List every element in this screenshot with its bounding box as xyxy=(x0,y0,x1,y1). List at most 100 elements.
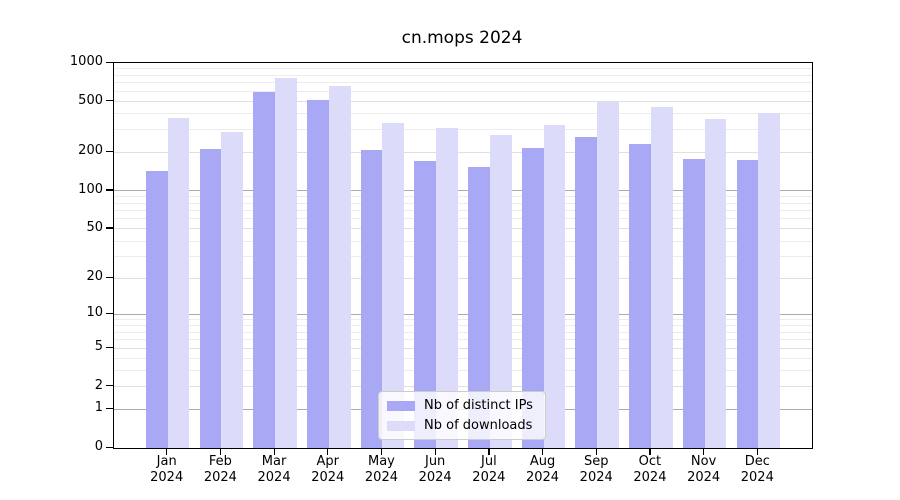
bar-downloads-aug xyxy=(543,124,566,448)
bar-downloads-dec xyxy=(758,113,781,448)
gridline-900 xyxy=(114,68,812,70)
gridline-500 xyxy=(114,101,812,103)
x-tick-label-jul: Jul 2024 xyxy=(472,454,506,485)
gridline-80 xyxy=(114,202,812,204)
bar-downloads-feb xyxy=(221,131,244,448)
x-tick-jun xyxy=(434,448,436,455)
y-tick-5 xyxy=(106,346,113,348)
gridline-400 xyxy=(114,113,812,115)
legend-swatch-distinct-ips xyxy=(387,400,415,411)
x-tick-label-may: May 2024 xyxy=(364,454,398,485)
x-tick-label-mar: Mar 2024 xyxy=(257,454,291,485)
y-tick-label-100: 100 xyxy=(78,181,103,197)
bar-ips-aug xyxy=(521,147,544,448)
y-tick-label-200: 200 xyxy=(78,143,103,159)
x-tick-dec xyxy=(756,448,758,455)
x-tick-label-dec: Dec 2024 xyxy=(740,454,774,485)
x-tick-mar xyxy=(273,448,275,455)
y-tick-label-1: 1 xyxy=(94,400,103,416)
gridline-40 xyxy=(114,240,812,242)
legend-label-downloads: Nb of downloads xyxy=(424,418,533,433)
y-axis: 1000 500 200 100 50 20 10 5 2 1 0 xyxy=(0,54,113,454)
bar-ips-jun xyxy=(414,160,437,448)
y-tick-10 xyxy=(106,312,113,315)
bar-ips-may xyxy=(360,150,383,448)
gridline-30 xyxy=(114,256,812,258)
legend-entry-downloads: Nb of downloads xyxy=(387,418,537,433)
gridline-600 xyxy=(114,90,812,92)
x-tick-label-sep: Sep 2024 xyxy=(579,454,613,485)
gridline-8 xyxy=(114,325,812,327)
bar-ips-jan xyxy=(145,171,168,448)
x-tick-may xyxy=(380,448,383,455)
gridline-4 xyxy=(114,357,812,359)
chart-title: cn.mops 2024 xyxy=(401,28,523,48)
x-tick-label-aug: Aug 2024 xyxy=(525,454,560,485)
x-axis: Jan 2024 Feb 2024 Mar 2024 Apr 2024 May 2024… xyxy=(113,448,811,500)
gridline-10 xyxy=(114,313,812,315)
bar-downloads-may xyxy=(382,122,405,448)
x-tick-sep xyxy=(595,448,597,455)
legend-swatch-downloads xyxy=(387,420,415,431)
gridline-50 xyxy=(114,228,812,230)
x-tick-label-nov: Nov 2024 xyxy=(687,454,721,485)
bar-downloads-jun xyxy=(436,127,458,448)
bar-downloads-jul xyxy=(489,134,512,448)
x-tick-apr xyxy=(327,448,329,455)
bar-ips-jul xyxy=(468,166,490,448)
y-tick-label-50: 50 xyxy=(86,219,103,235)
y-tick-label-0: 0 xyxy=(94,439,103,454)
x-tick-label-apr: Apr 2024 xyxy=(311,454,345,485)
x-tick-feb xyxy=(219,448,222,455)
gridline-800 xyxy=(114,74,812,76)
gridline-200 xyxy=(114,151,812,153)
x-tick-oct xyxy=(649,448,651,455)
y-tick-1000 xyxy=(106,61,113,63)
gridline-300 xyxy=(114,129,812,131)
y-tick-100 xyxy=(106,189,113,191)
y-tick-500 xyxy=(106,100,113,102)
legend: Nb of distinct IPs Nb of downloads xyxy=(378,391,546,440)
y-tick-label-1000: 1000 xyxy=(69,54,103,69)
gridline-3 xyxy=(114,370,812,372)
legend-label-distinct-ips: Nb of distinct IPs xyxy=(424,398,533,413)
gridline-5 xyxy=(114,347,812,349)
y-tick-label-20: 20 xyxy=(86,269,103,285)
bar-downloads-nov xyxy=(704,118,727,448)
y-tick-2 xyxy=(106,385,113,387)
bar-downloads-mar xyxy=(275,77,297,448)
y-tick-label-10: 10 xyxy=(86,305,103,321)
y-tick-label-2: 2 xyxy=(94,377,103,393)
bar-ips-feb xyxy=(199,149,222,448)
x-tick-aug xyxy=(542,448,544,455)
gridline-70 xyxy=(114,209,812,211)
x-tick-nov xyxy=(703,448,705,455)
legend-entry-distinct-ips: Nb of distinct IPs xyxy=(387,398,537,413)
y-tick-50 xyxy=(106,227,113,229)
x-tick-label-oct: Oct 2024 xyxy=(633,454,667,485)
y-tick-0 xyxy=(106,446,113,448)
x-tick-label-feb: Feb 2024 xyxy=(203,454,237,485)
gridline-2 xyxy=(114,386,812,388)
plot-area: Nb of distinct IPs Nb of downloads xyxy=(113,62,813,449)
gridline-7 xyxy=(114,331,812,333)
x-tick-label-jan: Jan 2024 xyxy=(150,454,184,485)
bar-ips-dec xyxy=(736,159,759,448)
y-tick-label-500: 500 xyxy=(78,92,103,108)
gridline-6 xyxy=(114,339,812,341)
x-tick-jan xyxy=(166,448,168,455)
bar-ips-nov xyxy=(682,159,705,448)
gridline-90 xyxy=(114,196,812,198)
x-tick-label-jun: Jun 2024 xyxy=(418,454,452,485)
gridline-20 xyxy=(114,277,812,279)
bar-downloads-apr xyxy=(328,85,351,448)
bar-downloads-oct xyxy=(650,106,673,448)
bar-downloads-sep xyxy=(597,101,620,448)
y-tick-1 xyxy=(106,407,113,410)
bar-ips-apr xyxy=(306,99,329,448)
gridline-100 xyxy=(114,190,812,192)
bar-downloads-jan xyxy=(167,117,190,448)
x-tick-jul xyxy=(488,448,490,455)
gridline-700 xyxy=(114,82,812,84)
